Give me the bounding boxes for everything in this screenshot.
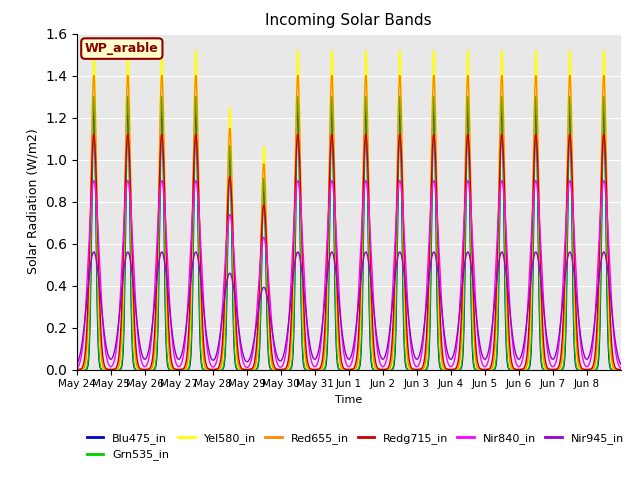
Y-axis label: Solar Radiation (W/m2): Solar Radiation (W/m2) bbox=[26, 129, 40, 275]
Legend: Blu475_in, Grn535_in, Yel580_in, Red655_in, Redg715_in, Nir840_in, Nir945_in: Blu475_in, Grn535_in, Yel580_in, Red655_… bbox=[83, 429, 628, 465]
Title: Incoming Solar Bands: Incoming Solar Bands bbox=[266, 13, 432, 28]
X-axis label: Time: Time bbox=[335, 395, 362, 405]
Text: WP_arable: WP_arable bbox=[85, 42, 159, 55]
